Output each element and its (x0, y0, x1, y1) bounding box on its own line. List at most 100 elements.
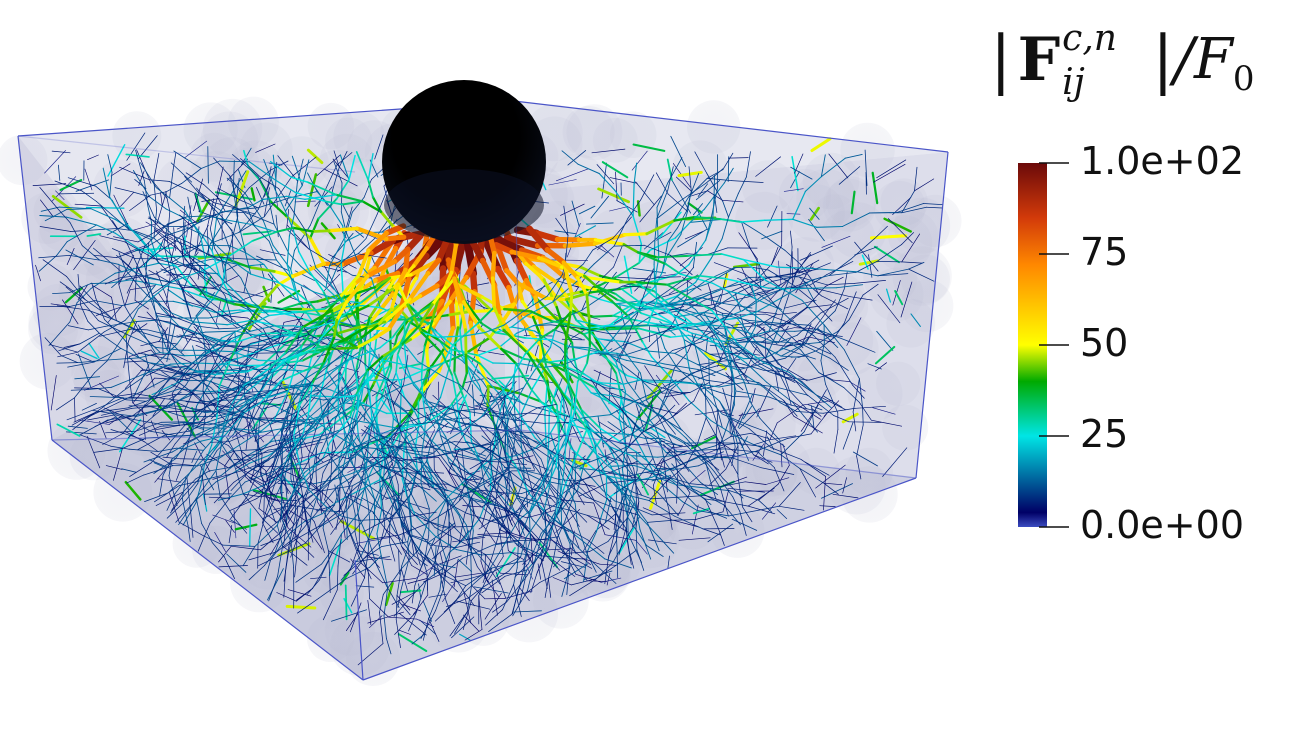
force-chain-segment (458, 514, 471, 546)
force-chain-segment (80, 406, 104, 423)
force-chain-segment (278, 188, 295, 214)
force-chain-segment (486, 405, 498, 432)
force-chain-segment (437, 533, 448, 563)
force-chain-segment (294, 425, 313, 456)
force-chain-segment (334, 484, 339, 503)
force-chain-segment (91, 282, 97, 299)
force-chain-segment (116, 255, 134, 272)
force-chain-segment (341, 337, 362, 345)
force-chain-segment (425, 441, 455, 449)
force-chain-segment (242, 211, 255, 227)
force-chain-segment (374, 134, 384, 160)
force-chain-segment (318, 504, 335, 527)
force-chain-segment (284, 505, 299, 530)
force-chain-segment (260, 537, 283, 546)
force-chain-segment (400, 548, 420, 570)
force-chain-segment (257, 284, 279, 309)
force-chain-segment (425, 568, 444, 581)
force-chain-segment (487, 468, 510, 487)
force-chain-segment (294, 488, 314, 508)
force-chain-segment (236, 332, 263, 343)
force-chain-segment (691, 280, 707, 291)
force-chain-segment (501, 302, 517, 323)
force-chain-segment (104, 319, 123, 338)
force-chain-segment (799, 245, 833, 261)
force-chain-segment (522, 460, 525, 478)
force-chain-segment (785, 343, 804, 347)
force-chain-segment (397, 498, 406, 517)
force-chain-segment (250, 319, 273, 326)
force-chain-segment (834, 356, 854, 386)
force-chain-segment (556, 489, 579, 517)
force-chain-segment (657, 229, 660, 258)
force-chain-segment (443, 414, 464, 425)
force-chain-segment (263, 187, 270, 218)
force-chain-segment (191, 451, 198, 463)
force-chain-segment (777, 363, 808, 382)
force-chain-segment (316, 402, 329, 428)
force-chain-segment (563, 205, 569, 236)
force-chain-segment (589, 377, 601, 394)
force-chain-segment (481, 498, 490, 527)
force-chain-segment (262, 465, 274, 490)
force-chain-segment (607, 445, 619, 466)
force-chain-segment (284, 326, 305, 354)
force-chain-segment (554, 236, 582, 243)
force-chain-segment (379, 475, 399, 500)
force-chain-segment (243, 372, 265, 391)
force-chain-segment (528, 486, 542, 503)
force-chain-segment (366, 287, 394, 308)
force-chain-segment (347, 481, 356, 515)
force-chain-segment (240, 277, 253, 302)
force-chain-segment (674, 515, 704, 530)
force-chain-segment (740, 265, 754, 293)
force-chain-segment (171, 312, 195, 323)
force-chain-segment (149, 179, 170, 182)
force-chain-segment (587, 422, 596, 445)
force-chain-segment (780, 366, 790, 392)
force-chain-segment (495, 456, 508, 470)
force-chain-segment (304, 194, 337, 200)
particle (0, 134, 48, 186)
force-chain-segment (574, 482, 594, 501)
force-chain-segment (587, 323, 615, 329)
force-chain-segment (251, 223, 277, 233)
force-chain-segment (681, 283, 709, 294)
force-chain-segment (268, 575, 278, 602)
force-chain-segment (355, 585, 375, 588)
force-chain-segment (233, 463, 250, 478)
force-chain-segment (294, 343, 312, 356)
force-chain-segment (504, 450, 516, 466)
force-chain-segment (234, 330, 264, 338)
force-chain-segment (226, 219, 253, 226)
force-chain-segment (522, 295, 548, 313)
force-chain-segment (560, 561, 586, 568)
force-chain-segment (223, 415, 240, 431)
force-chain-segment (614, 510, 627, 529)
force-chain-segment (340, 353, 352, 378)
force-chain-segment (107, 143, 126, 177)
force-chain-segment (57, 351, 79, 358)
force-chain-segment (275, 214, 279, 238)
force-chain-segment (427, 507, 453, 524)
force-chain-segment (482, 237, 502, 273)
force-chain-segment (354, 537, 390, 544)
force-chain-segment (106, 332, 127, 362)
force-chain-segment (280, 368, 305, 372)
force-chain-segment (715, 390, 733, 397)
force-chain-segment (229, 175, 237, 199)
force-chain-segment (283, 569, 286, 598)
force-chain-segment (765, 279, 788, 292)
force-chain-segment (321, 372, 340, 390)
force-chain-segment (597, 187, 630, 204)
force-chain-segment (616, 483, 634, 493)
force-chain-segment (469, 517, 475, 534)
force-chain-segment (273, 358, 289, 372)
force-chain-segment (598, 421, 615, 432)
force-chain-segment (591, 314, 614, 318)
force-chain-segment (373, 423, 402, 430)
force-chain-segment (164, 375, 183, 381)
force-chain-segment (233, 509, 237, 539)
force-chain-segment (404, 451, 432, 458)
force-chain-segment (697, 183, 708, 197)
